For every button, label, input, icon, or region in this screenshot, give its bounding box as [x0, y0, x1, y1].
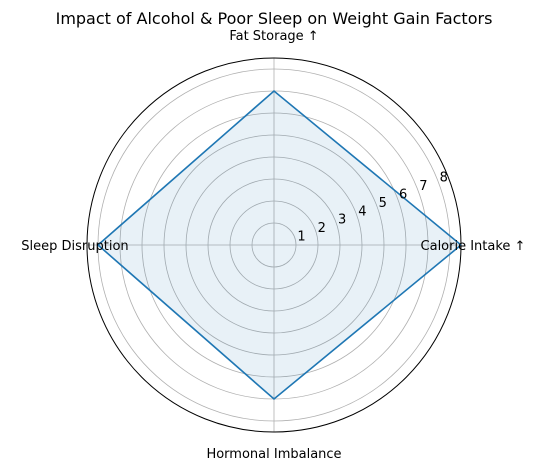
radial-tick-label-3: 3 — [338, 213, 346, 228]
category-label-3: Hormonal Imbalance — [206, 447, 341, 462]
radial-tick-label-6: 6 — [399, 187, 407, 202]
grid-layer — [86, 57, 462, 433]
chart-title: Impact of Alcohol & Poor Sleep on Weight… — [56, 9, 493, 28]
radial-tick-label-4: 4 — [358, 204, 366, 219]
radial-tick-label-1: 1 — [297, 230, 305, 245]
series-area-0 — [98, 91, 461, 399]
radial-tick-label-5: 5 — [379, 196, 387, 211]
radial-tick-label-8: 8 — [440, 171, 448, 186]
radial-tick-label-2: 2 — [318, 221, 326, 236]
series-layer — [96, 89, 462, 401]
series-line-0 — [96, 89, 462, 401]
radial-tick-label-7: 7 — [419, 179, 427, 194]
category-label-0: Calorie Intake ↑ — [421, 239, 526, 254]
category-label-2: Sleep Disruption — [21, 239, 128, 254]
category-label-1: Fat Storage ↑ — [229, 29, 318, 44]
